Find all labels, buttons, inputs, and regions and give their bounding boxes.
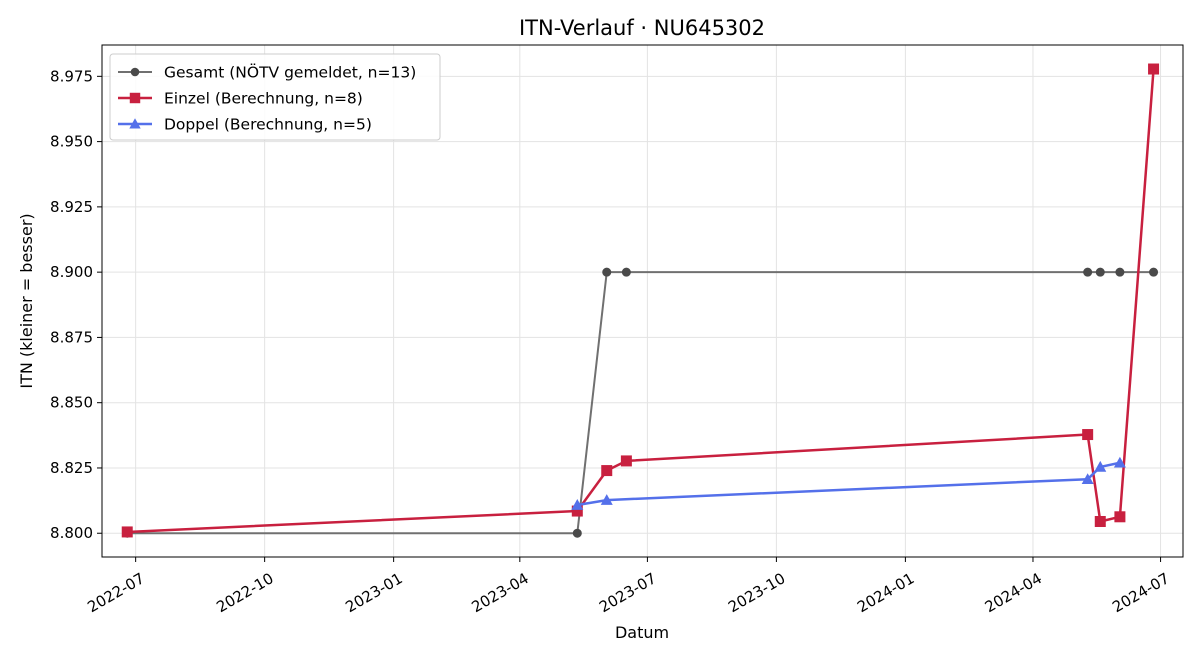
data-point	[1149, 267, 1159, 277]
x-tick-label: 2023-10	[725, 569, 788, 616]
y-tick-label: 8.900	[50, 263, 93, 281]
x-tick-label: 2022-07	[84, 569, 147, 616]
x-tick-label: 2023-07	[596, 569, 659, 616]
x-tick-label: 2023-01	[342, 569, 405, 616]
data-point	[1094, 515, 1106, 527]
y-tick-label: 8.800	[50, 524, 93, 542]
legend-swatch-marker	[130, 67, 140, 77]
data-point	[620, 455, 632, 467]
legend-label: Doppel (Berechnung, n=5)	[164, 116, 372, 134]
legend-label: Einzel (Berechnung, n=8)	[164, 90, 363, 108]
y-tick-label: 8.950	[50, 133, 93, 151]
data-point	[1083, 267, 1093, 277]
legend-label: Gesamt (NÖTV gemeldet, n=13)	[164, 63, 416, 82]
y-axis-label: ITN (kleiner = besser)	[17, 213, 36, 388]
data-point	[1115, 267, 1125, 277]
series-triangle	[571, 456, 1126, 510]
data-point	[1094, 460, 1107, 472]
series-line	[577, 461, 1121, 507]
chart-title: ITN-Verlauf · NU645302	[519, 16, 765, 40]
data-point	[602, 267, 612, 277]
x-tick-label: 2024-07	[1109, 569, 1172, 616]
x-tick-label: 2024-04	[982, 569, 1045, 616]
x-axis-label: Datum	[615, 623, 669, 642]
data-point	[572, 528, 582, 538]
plot-frame	[101, 44, 1184, 558]
data-point	[121, 526, 133, 538]
y-tick-label: 8.825	[50, 459, 93, 477]
data-point	[1148, 63, 1160, 75]
data-point	[601, 465, 613, 477]
x-tick-label: 2024-01	[854, 569, 917, 616]
series-layer	[121, 63, 1160, 538]
data-point	[1082, 429, 1094, 441]
data-point	[1113, 456, 1126, 468]
y-tick-label: 8.850	[50, 394, 93, 412]
data-point	[571, 499, 584, 510]
data-point	[600, 494, 613, 505]
data-point	[1081, 473, 1094, 484]
y-tick-label: 8.975	[50, 67, 93, 85]
x-tick-label: 2023-04	[469, 569, 532, 616]
legend-swatch-marker	[129, 118, 141, 129]
data-point	[621, 267, 631, 277]
legend: Gesamt (NÖTV gemeldet, n=13) Einzel (Bere…	[109, 53, 441, 141]
data-point	[571, 505, 583, 517]
legend-box	[109, 53, 441, 141]
data-point	[1114, 511, 1126, 523]
y-tick-label: 8.925	[50, 198, 93, 216]
legend-swatch-marker	[129, 92, 141, 104]
series-circle	[122, 267, 1159, 538]
x-tick-label: 2022-10	[213, 569, 276, 616]
y-tick-label: 8.875	[50, 328, 93, 346]
data-point	[1095, 267, 1105, 277]
